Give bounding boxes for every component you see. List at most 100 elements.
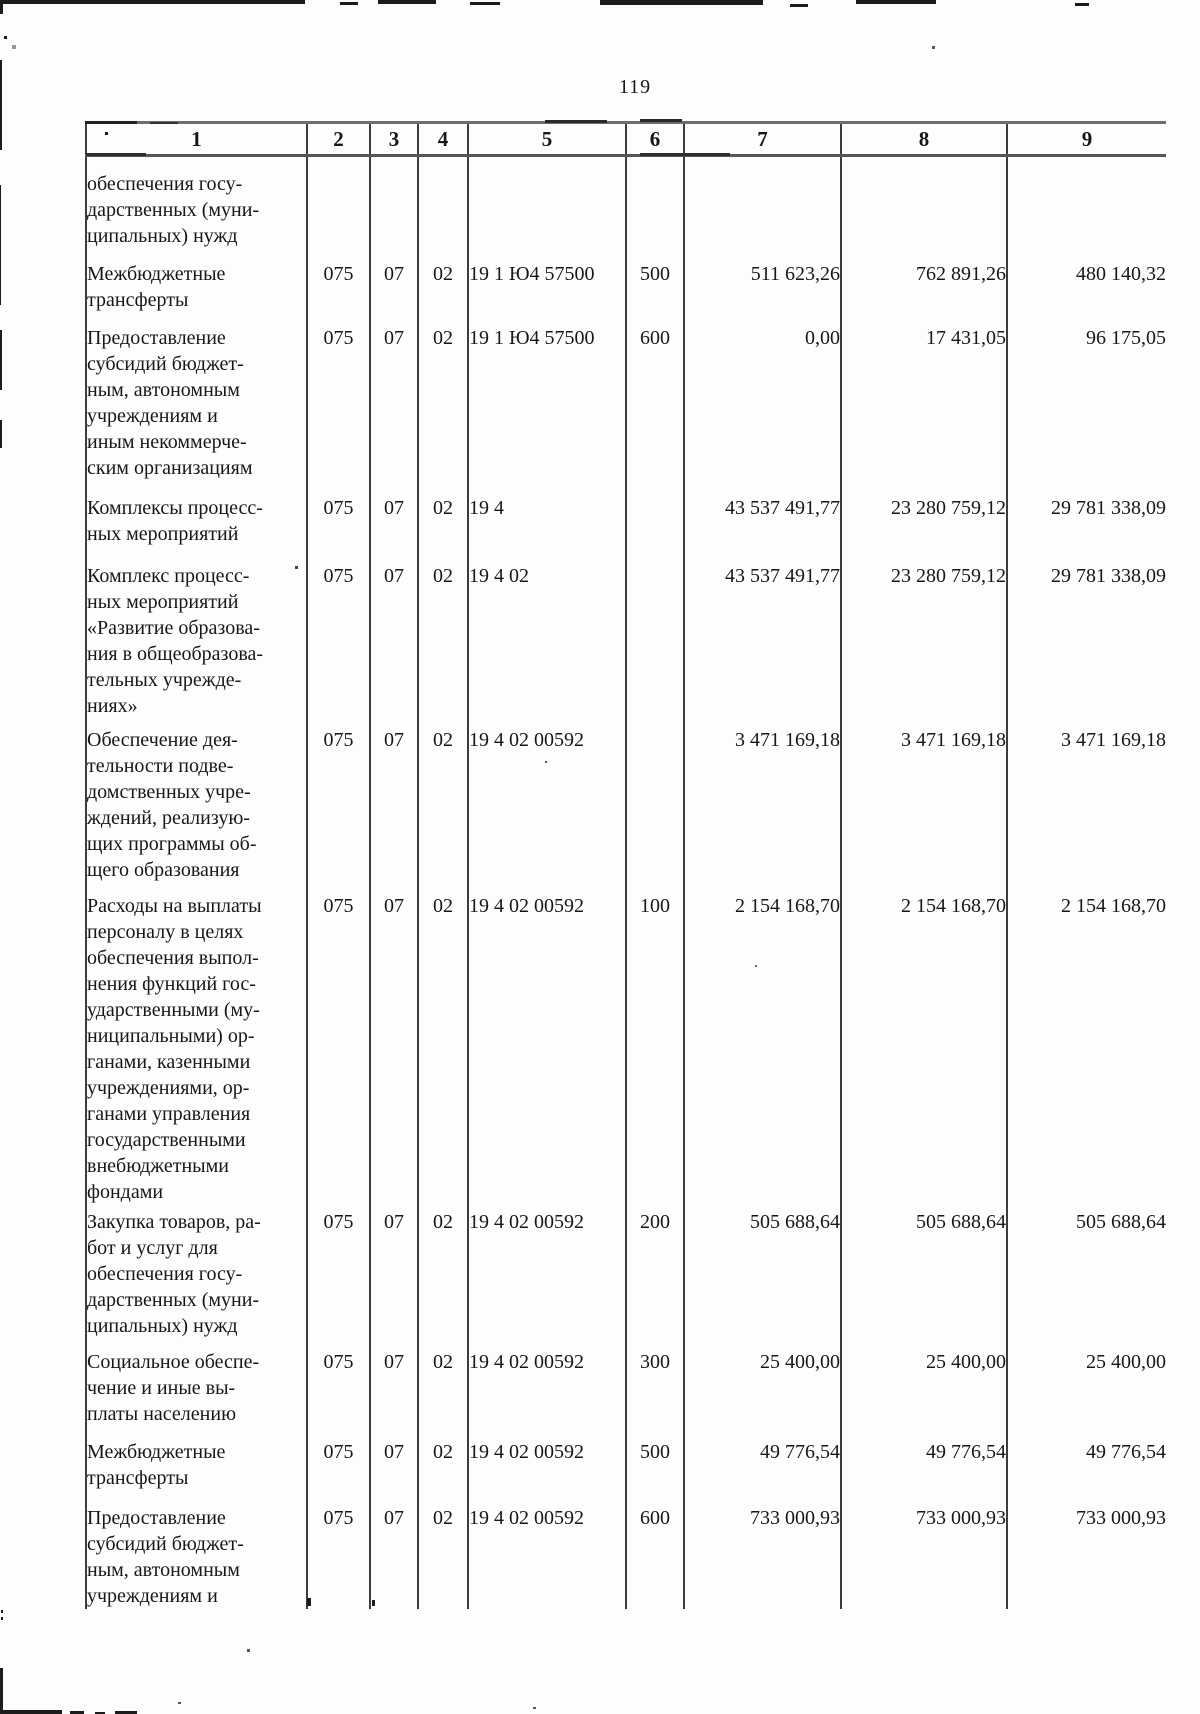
- table-cell: 19 1 Ю4 57500: [468, 313, 627, 481]
- table-cell: 07: [370, 719, 419, 883]
- scan-artifact: [545, 761, 547, 763]
- table-cell: 500: [626, 249, 685, 313]
- scan-artifact: [0, 185, 1, 305]
- table-row: Закупка товаров, ра- бот и услуг для обе…: [85, 1205, 1166, 1339]
- table-cell: 96 175,05: [1086, 327, 1166, 349]
- table-cell: [468, 155, 627, 249]
- table-cell: 733 000,93: [1076, 1507, 1166, 1529]
- scan-artifact: [4, 36, 7, 39]
- scan-artifact: [640, 119, 682, 122]
- table-cell: 07: [370, 547, 419, 719]
- table-cell: [307, 155, 371, 249]
- table-cell: 25 400,00: [1086, 1351, 1166, 1373]
- table-row: Межбюджетные трансферты 075 07 02 19 4 02 00…: [85, 1427, 1166, 1491]
- column-header: 6: [626, 121, 685, 157]
- column-header: 8: [841, 121, 1008, 157]
- row-label-cell: Расходы на выплаты персоналу в целях обе…: [85, 883, 308, 1205]
- table-cell: 075: [307, 1205, 371, 1339]
- scan-artifact: [755, 965, 757, 967]
- table-cell: 02: [418, 547, 469, 719]
- table-cell: 733 000,93: [684, 1491, 842, 1609]
- table-cell: 43 537 491,77: [684, 481, 842, 547]
- table-cell: 29 781 338,09: [1051, 497, 1166, 519]
- column-header: 4: [418, 121, 469, 157]
- scan-artifact: [340, 2, 358, 5]
- table-cell: 505 688,64: [684, 1205, 842, 1339]
- row-label-cell: Обеспечение дея- тельности подве- домств…: [85, 719, 308, 883]
- row-label-cell: Комплекс процесс- ных мероприятий «Разви…: [85, 547, 308, 719]
- table-cell: 075: [307, 481, 371, 547]
- table-cell: 075: [307, 547, 371, 719]
- scan-artifact: [0, 1710, 62, 1714]
- column-header: 7: [684, 121, 842, 157]
- table-cell: 075: [307, 1427, 371, 1491]
- table-cell: 511 623,26: [684, 249, 842, 313]
- table-cell: 49 776,54: [841, 1427, 1008, 1491]
- scan-artifact: [12, 45, 16, 49]
- scan-artifact: [295, 566, 298, 569]
- table-cell: 19 1 Ю4 57500: [468, 249, 627, 313]
- table-cell: 600: [626, 1491, 685, 1609]
- table-cell: 07: [370, 313, 419, 481]
- table-cell: 3 471 169,18: [1061, 729, 1166, 751]
- row-label-cell: Предоставление субсидий бюджет- ным, авт…: [85, 313, 308, 481]
- table-cell: 07: [370, 1339, 419, 1427]
- scan-artifact: [105, 132, 108, 135]
- table-cell: 505 688,64: [1076, 1211, 1166, 1233]
- table-cell: 17 431,05: [841, 313, 1008, 481]
- table-cell: 49 776,54: [1086, 1441, 1166, 1463]
- scan-artifact: [85, 121, 137, 124]
- table-cell: 075: [307, 719, 371, 883]
- table-cell: 19 4 02: [468, 547, 627, 719]
- scan-artifact: [470, 2, 500, 5]
- table-cell: 23 280 759,12: [841, 547, 1008, 719]
- scan-artifact: [0, 60, 2, 150]
- column-header: 2: [307, 121, 371, 157]
- table-row: Комплексы процесс- ных мероприятий 075 07 0…: [85, 481, 1166, 547]
- table-cell: 200: [626, 1205, 685, 1339]
- table-cell: 19 4 02 00592: [468, 1427, 627, 1491]
- table-cell: 500: [626, 1427, 685, 1491]
- table-row: Социальное обеспе- чение и иные вы- плат…: [85, 1339, 1166, 1427]
- table-cell: [626, 547, 685, 719]
- table-cell: 0,00: [684, 313, 842, 481]
- scan-artifact: [790, 4, 808, 7]
- column-header: 5: [468, 121, 627, 157]
- table-row: Предоставление субсидий бюджет- ным, авт…: [85, 313, 1166, 481]
- scan-artifact: [0, 1668, 3, 1714]
- table-row: Обеспечение дея- тельности подве- домств…: [85, 719, 1166, 883]
- table-cell: [626, 481, 685, 547]
- table-row: Предоставление субсидий бюджет- ным, авт…: [85, 1491, 1166, 1609]
- scan-artifact: [115, 1711, 137, 1714]
- scan-artifact: [372, 1600, 375, 1606]
- scan-artifact: [0, 0, 3, 14]
- table-cell: 02: [418, 249, 469, 313]
- table-cell: [841, 155, 1008, 249]
- table-cell: 19 4 02 00592: [468, 1491, 627, 1609]
- table-row: Комплекс процесс- ных мероприятий «Разви…: [85, 547, 1166, 719]
- table-row: обеспечения госу- дарственных (муни- цип…: [85, 155, 1166, 249]
- table-cell: 2 154 168,70: [841, 883, 1008, 1205]
- table-cell: 07: [370, 1205, 419, 1339]
- table-cell: 2 154 168,70: [684, 883, 842, 1205]
- scan-artifact: [533, 1707, 536, 1709]
- scan-artifact: [178, 1702, 181, 1704]
- scan-artifact: [640, 153, 730, 156]
- column-header: 9: [1007, 121, 1166, 157]
- table-cell: 19 4 02 00592: [468, 719, 627, 883]
- row-label-cell: Межбюджетные трансферты: [85, 1427, 308, 1491]
- scan-artifact: [378, 0, 436, 4]
- table-cell: 075: [307, 883, 371, 1205]
- table-cell: 3 471 169,18: [684, 719, 842, 883]
- scan-artifact: [247, 1649, 250, 1652]
- row-label-cell: Межбюджетные трансферты: [85, 249, 308, 313]
- page-number: 119: [618, 76, 652, 98]
- table-cell: 075: [307, 249, 371, 313]
- scan-artifact: [70, 1711, 84, 1714]
- table-cell: [684, 155, 842, 249]
- table-cell: 02: [418, 481, 469, 547]
- table-cell: 02: [418, 1491, 469, 1609]
